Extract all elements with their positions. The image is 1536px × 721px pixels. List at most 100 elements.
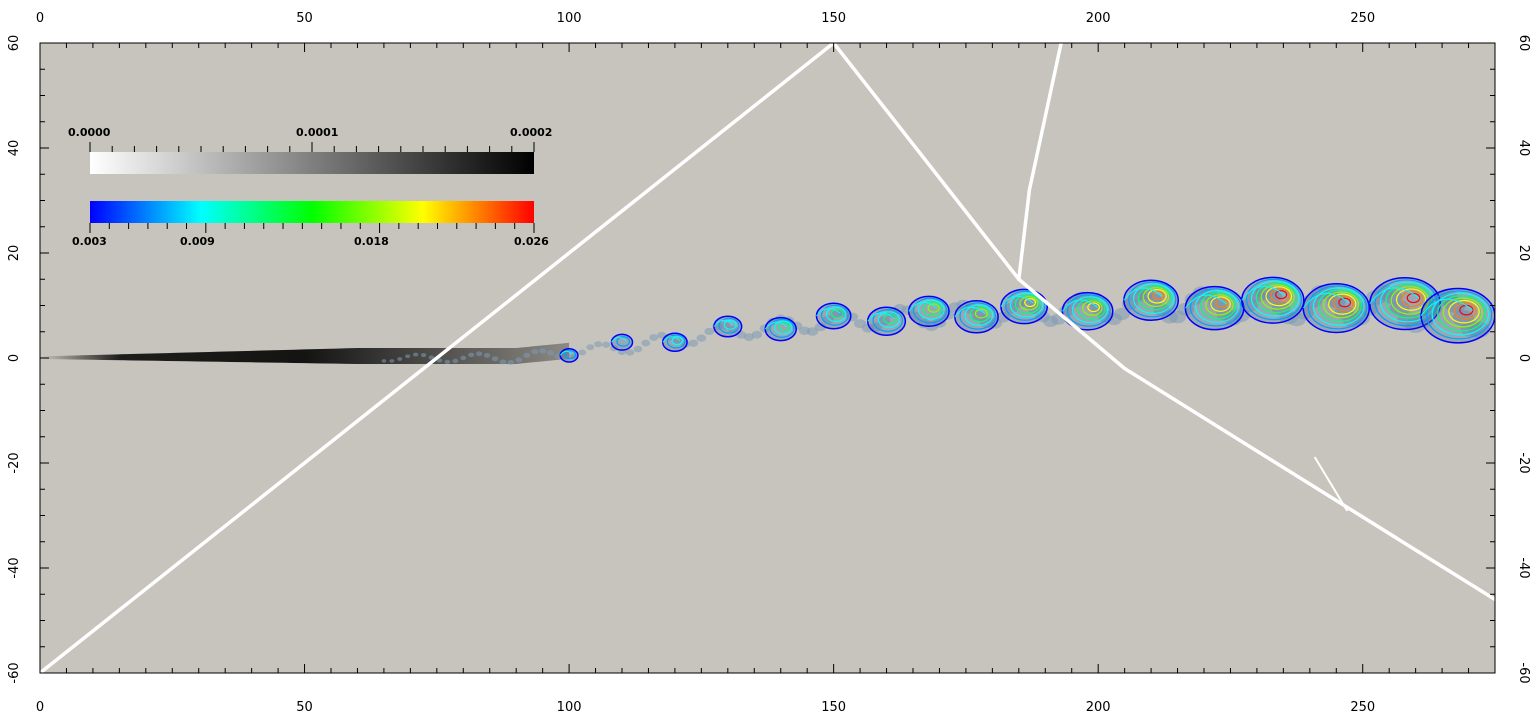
mixing-layer-band bbox=[901, 305, 915, 315]
x-tick-label-top: 50 bbox=[296, 11, 313, 26]
y-tick-label-left: 40 bbox=[7, 140, 22, 157]
shock-line bbox=[1314, 456, 1348, 512]
vortex bbox=[1184, 285, 1245, 331]
x-tick-label-bottom: 150 bbox=[821, 700, 846, 715]
grayscale-colorbar: 0.0000 0.0001 0.0002 bbox=[68, 126, 552, 174]
shock-line bbox=[1017, 43, 1063, 281]
color-colorbar-label-2: 0.009 bbox=[180, 235, 215, 248]
grayscale-colorbar-label-max: 0.0002 bbox=[510, 126, 552, 139]
x-tick-label-top: 200 bbox=[1086, 11, 1111, 26]
flow-field bbox=[40, 276, 1495, 366]
x-tick-label-bottom: 250 bbox=[1350, 700, 1375, 715]
y-tick-label-left: -40 bbox=[7, 557, 22, 578]
mixing-layer-band bbox=[546, 350, 555, 356]
mixing-layer-band bbox=[444, 359, 451, 365]
color-colorbar-label-4: 0.026 bbox=[514, 235, 549, 248]
y-tick-label-left: -60 bbox=[7, 662, 22, 683]
mixing-layer-band bbox=[483, 352, 491, 358]
mixing-layer-band bbox=[539, 348, 547, 354]
color-colorbar-label-1: 0.003 bbox=[72, 235, 107, 248]
color-colorbar: 0.003 0.009 0.018 0.026 bbox=[72, 201, 549, 248]
y-tick-label-right: 40 bbox=[1516, 140, 1531, 157]
vortex bbox=[713, 315, 743, 338]
vortex bbox=[815, 302, 852, 330]
vortex bbox=[954, 300, 999, 334]
mixing-layer-band bbox=[696, 334, 707, 342]
mixing-layer-band bbox=[720, 322, 731, 330]
mixing-layer-band bbox=[515, 357, 523, 363]
shock-line bbox=[831, 43, 1495, 602]
vortex bbox=[610, 333, 634, 351]
y-tick-label-right: -60 bbox=[1516, 662, 1531, 683]
mixing-layer-band bbox=[381, 359, 387, 363]
mixing-layer-band bbox=[751, 330, 763, 339]
y-tick-label-right: -20 bbox=[1516, 452, 1531, 473]
x-tick-label-top: 0 bbox=[36, 11, 44, 26]
mixing-layer-band bbox=[428, 355, 435, 360]
vortex bbox=[866, 306, 907, 336]
vortex bbox=[1123, 279, 1180, 322]
mixing-layer-band bbox=[594, 341, 603, 348]
mixing-layer-band bbox=[420, 352, 427, 358]
mixing-layer-band bbox=[704, 327, 715, 336]
vortex bbox=[764, 316, 797, 342]
mixing-layer-band bbox=[405, 354, 411, 359]
mixing-layer-band bbox=[389, 359, 395, 363]
mixing-layer-band bbox=[633, 345, 643, 353]
mixing-layer-band bbox=[641, 339, 651, 347]
vortex bbox=[559, 348, 579, 363]
mixing-layer-band bbox=[688, 339, 699, 347]
mixing-layer-band bbox=[468, 352, 475, 358]
mixing-layer-band bbox=[1263, 290, 1282, 305]
mixing-layer-band bbox=[413, 352, 419, 357]
mixing-layer-band bbox=[814, 322, 827, 332]
mixing-layer-band bbox=[846, 312, 859, 322]
color-colorbar-bar bbox=[90, 201, 534, 223]
y-tick-label-left: 0 bbox=[7, 354, 22, 362]
y-tick-label-right: 20 bbox=[1516, 245, 1531, 262]
y-tick-label-right: 60 bbox=[1516, 35, 1531, 52]
mixing-layer-band bbox=[452, 358, 459, 364]
shock-lines bbox=[40, 43, 1495, 673]
mixing-layer-band bbox=[476, 351, 483, 357]
y-tick-label-left: 60 bbox=[7, 35, 22, 52]
vortex bbox=[661, 332, 688, 353]
vortex bbox=[1302, 283, 1371, 334]
grayscale-colorbar-label-mid: 0.0001 bbox=[296, 126, 338, 139]
mixing-layer-band bbox=[499, 359, 507, 365]
x-tick-label-bottom: 0 bbox=[36, 700, 44, 715]
mixing-layer-band bbox=[625, 349, 635, 356]
mixing-layer-band bbox=[397, 357, 403, 361]
mixing-layer-band bbox=[1295, 305, 1314, 320]
mixing-layer-band bbox=[806, 327, 819, 336]
grayscale-colorbar-bar bbox=[90, 152, 534, 174]
y-tick-label-right: 0 bbox=[1516, 354, 1531, 362]
y-tick-label-right: -40 bbox=[1516, 557, 1531, 578]
x-tick-label-top: 250 bbox=[1350, 11, 1375, 26]
mixing-layer-band bbox=[523, 352, 531, 358]
mixing-layer-band bbox=[531, 348, 539, 355]
mixing-layer-band bbox=[491, 356, 499, 362]
y-tick-label-left: -20 bbox=[7, 452, 22, 473]
mixing-layer-band bbox=[460, 355, 467, 361]
grayscale-colorbar-label-min: 0.0000 bbox=[68, 126, 111, 139]
mixing-layer-band bbox=[436, 358, 443, 363]
mixing-layer-band bbox=[743, 333, 755, 342]
x-tick-label-bottom: 200 bbox=[1086, 700, 1111, 715]
mixing-layer-band bbox=[586, 344, 595, 351]
axis-ticks bbox=[39, 42, 1496, 674]
shock-line bbox=[40, 43, 836, 673]
vortex bbox=[1241, 276, 1305, 324]
x-tick-label-top: 150 bbox=[821, 11, 846, 26]
color-colorbar-label-3: 0.018 bbox=[354, 235, 389, 248]
vortex bbox=[1000, 288, 1049, 325]
vortex bbox=[907, 295, 950, 327]
mixing-layer-band bbox=[1113, 307, 1131, 320]
mixing-layer-band bbox=[964, 303, 979, 314]
x-tick-label-top: 100 bbox=[557, 11, 582, 26]
mixing-layer-band bbox=[507, 359, 515, 366]
x-tick-label-bottom: 100 bbox=[557, 700, 582, 715]
mixing-layer-band bbox=[672, 337, 683, 345]
